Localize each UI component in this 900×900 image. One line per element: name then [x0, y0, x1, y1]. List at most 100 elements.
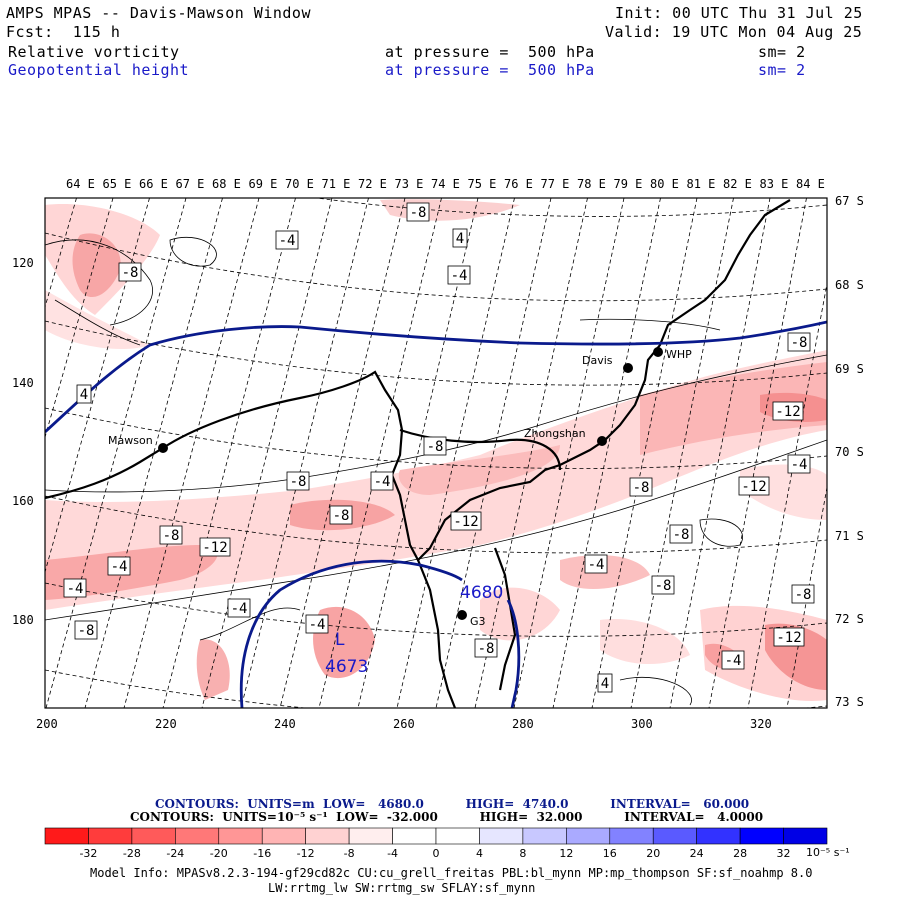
colorbar-swatch: [88, 827, 133, 845]
model-info-line2: LW:rrtmg_lw SW:rrtmg_sw SFLAY:sf_mynn: [268, 881, 536, 895]
lat-label: 71 S: [835, 529, 864, 543]
longitude-labels: 64 E 65 E 66 E 67 E 68 E 69 E 70 E 71 E 72 E 73 E…: [66, 177, 825, 191]
lon-label: 72 E: [358, 177, 387, 191]
lon-label: 65 E: [103, 177, 132, 191]
lon-label: 73 E: [395, 177, 424, 191]
svg-text:-4: -4: [725, 653, 742, 669]
colorbar-tick: 16: [603, 847, 617, 860]
colorbar-tick: 0: [433, 847, 440, 860]
svg-text:-8: -8: [791, 335, 808, 351]
vorticity-label: 4: [597, 673, 613, 693]
svg-text:-8: -8: [633, 480, 650, 496]
vorticity-label: -8: [474, 638, 498, 658]
lon-label: 75 E: [468, 177, 497, 191]
svg-text:-8: -8: [78, 623, 95, 639]
svg-text:-8: -8: [795, 587, 812, 603]
lon-label: 78 E: [577, 177, 606, 191]
colorbar-tick: -20: [210, 847, 228, 860]
field2-smooth: sm= 2: [758, 61, 806, 79]
map-title: AMPS MPAS -- Davis-Mawson Window: [6, 4, 311, 22]
lat-label: 72 S: [835, 612, 864, 626]
valid-time: Valid: 19 UTC Mon 04 Aug 25: [605, 23, 863, 41]
svg-text:-8: -8: [655, 578, 672, 594]
colorbar-tick: 4: [476, 847, 483, 860]
lon-label: 83 E: [760, 177, 789, 191]
height-contour-info: CONTOURS: UNITS=m LOW= 4680.0 HIGH= 4740…: [155, 797, 750, 811]
height-label-4680: 4680: [460, 583, 503, 603]
vorticity-contour-info: CONTOURS: UNITS=10⁻⁵ s⁻¹ LOW= -32.000 HI…: [130, 810, 764, 824]
height-label-4673: 4673: [325, 657, 368, 677]
colorbar-tick: -24: [166, 847, 184, 860]
lon-label: 71 E: [322, 177, 351, 191]
grid-x-label: 220: [155, 717, 177, 731]
vorticity-label: -8: [406, 202, 430, 222]
colorbar-tick: 20: [646, 847, 660, 860]
vorticity-shading: [45, 199, 827, 701]
svg-text:-4: -4: [111, 559, 128, 575]
lon-label: 70 E: [285, 177, 314, 191]
latlon-grid: [45, 198, 827, 708]
lon-label: 79 E: [614, 177, 643, 191]
colorbar-tick: 32: [777, 847, 791, 860]
field1-name: Relative vorticity: [8, 43, 180, 61]
vorticity-label: -4: [227, 598, 251, 618]
svg-text:-12: -12: [775, 404, 800, 420]
colorbar-swatch: [522, 827, 567, 845]
grid-y-labels: 120 140 160 180: [12, 256, 34, 627]
svg-text:-4: -4: [231, 601, 248, 617]
svg-text:WHP: WHP: [666, 348, 692, 361]
lon-label: 76 E: [504, 177, 533, 191]
colorbar-swatch: [305, 827, 350, 845]
vorticity-label: -8: [329, 505, 353, 525]
svg-text:-8: -8: [122, 265, 139, 281]
svg-text:-4: -4: [588, 557, 605, 573]
colorbar-swatch: [44, 827, 89, 845]
lon-label: 74 E: [431, 177, 460, 191]
grid-x-label: 320: [750, 717, 772, 731]
colorbar-swatch: [652, 827, 697, 845]
vorticity-label: -8: [629, 477, 653, 497]
lon-label: 84 E: [796, 177, 825, 191]
colorbar-tick: -8: [344, 847, 355, 860]
svg-text:-8: -8: [290, 474, 307, 490]
colorbar-swatch: [783, 827, 828, 845]
colorbar-tick: 8: [519, 847, 526, 860]
svg-text:Zhongshan: Zhongshan: [524, 427, 586, 440]
colorbar: -32 -28 -24 -20 -16 -12 -8 -4 0 4 8 12 16 20 24 28 32 10…: [44, 827, 850, 860]
colorbar-tick: -28: [123, 847, 141, 860]
colorbar-swatch: [131, 827, 176, 845]
svg-text:-8: -8: [410, 205, 427, 221]
svg-text:-4: -4: [309, 617, 326, 633]
field2-name: Geopotential height: [8, 61, 190, 79]
lon-label: 67 E: [176, 177, 205, 191]
lon-label: 80 E: [650, 177, 679, 191]
lat-label: 67 S: [835, 194, 864, 208]
colorbar-swatch: [739, 827, 784, 845]
colorbar-swatch: [392, 827, 437, 845]
colorbar-tick: -16: [253, 847, 271, 860]
map-frame: [44, 197, 828, 709]
latitude-labels: 67 S 68 S 69 S 70 S 71 S 72 S 73 S: [835, 194, 864, 709]
station-g3: G3: [457, 610, 486, 628]
lat-label: 69 S: [835, 362, 864, 376]
model-info-line1: Model Info: MPASv8.2.3-194-gf29cd82c CU:…: [90, 866, 813, 880]
vorticity-label: -8: [286, 471, 310, 491]
vorticity-label: -4: [63, 578, 87, 598]
vorticity-label: -8: [159, 525, 183, 545]
grid-x-label: 200: [36, 717, 58, 731]
colorbar-swatch: [479, 827, 524, 845]
svg-text:-8: -8: [333, 508, 350, 524]
init-time: Init: 00 UTC Thu 31 Jul 25: [615, 4, 863, 22]
colorbar-tick: 12: [559, 847, 573, 860]
vorticity-label: -4: [584, 554, 608, 574]
lon-label: 82 E: [723, 177, 752, 191]
vorticity-label: -8: [669, 524, 693, 544]
lon-label: 69 E: [249, 177, 278, 191]
grid-x-label: 300: [631, 717, 653, 731]
field1-smooth: sm= 2: [758, 43, 806, 61]
station-davis: Davis: [582, 354, 633, 373]
grid-y-label: 120: [12, 256, 34, 270]
svg-text:4: 4: [456, 231, 464, 247]
colorbar-swatch: [696, 827, 741, 845]
